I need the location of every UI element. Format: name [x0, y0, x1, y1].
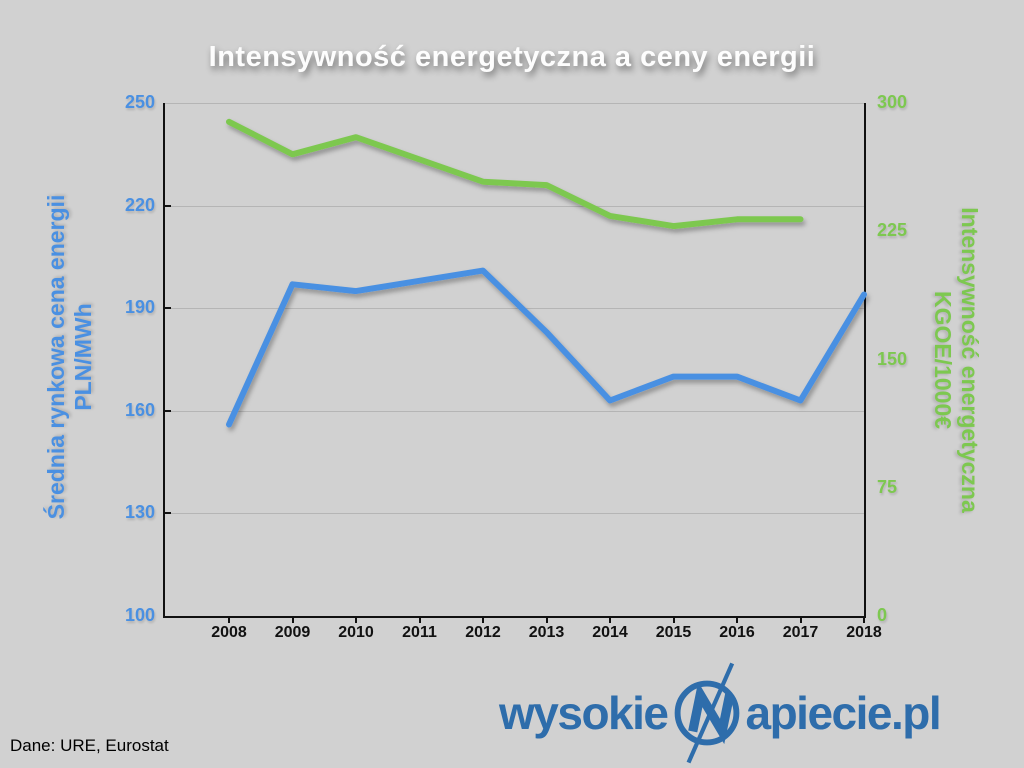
- x-axis-tick-mark: [863, 616, 865, 623]
- left-axis-tick-label: 130: [124, 502, 155, 523]
- right-axis-tick-label: 75: [877, 476, 898, 497]
- right-axis-tick-label: 150: [877, 348, 908, 369]
- x-axis-tick-mark: [291, 616, 294, 623]
- x-axis-year-label: 2009: [274, 624, 311, 641]
- x-axis-tick-mark: [418, 616, 421, 623]
- chart-lines: [226, 118, 867, 428]
- x-axis-tick-mark: [355, 616, 357, 623]
- left-axis-tick-label: 220: [124, 194, 155, 215]
- right-axis-tick-label: 225: [877, 220, 908, 241]
- series-line-energy-intensity: [226, 118, 804, 230]
- x-axis-tick-mark: [672, 616, 675, 623]
- x-axis-year-label: 2015: [655, 624, 692, 641]
- gridline: [165, 410, 864, 412]
- left-axis-tick-label: 250: [124, 92, 155, 112]
- x-axis-tick-mark: [609, 616, 611, 623]
- plot-area: 250 220 190 160 130 100 300 225 150 75 0 2008 2009 20…: [125, 92, 907, 641]
- gridline: [165, 308, 864, 310]
- x-axis-tick-mark: [482, 616, 484, 623]
- gridline: [165, 205, 864, 207]
- x-axis-year-label: 2010: [338, 624, 374, 641]
- x-axis-year-label: 2014: [592, 624, 628, 641]
- left-axis-title-line1: Średnia rynkowa cena energii: [43, 194, 69, 520]
- x-axis-year-label: 2017: [782, 624, 819, 641]
- x-axis-tick-mark: [228, 616, 230, 623]
- logo-lightning-n-icon: [674, 662, 739, 764]
- x-axis-tick-mark: [799, 616, 802, 623]
- gridline: [165, 103, 864, 104]
- left-axis-tick-mark: [165, 204, 171, 207]
- left-axis-title-line2: PLN/MWh: [70, 303, 96, 411]
- left-axis-tick-mark: [165, 512, 171, 515]
- x-axis-year-label: 2016: [719, 624, 755, 641]
- left-axis-tick-label: 190: [124, 297, 155, 318]
- left-axis-title: Średnia rynkowa cena energii PLN/MWh: [43, 195, 97, 520]
- left-axis-tick-label: 160: [124, 399, 155, 420]
- left-axis-tick-label: 100: [124, 605, 155, 625]
- right-axis-title-line1: Intensywność energetyczna: [957, 207, 983, 513]
- right-axis-tick-label: 300: [877, 92, 908, 112]
- x-axis-tick-mark: [545, 616, 548, 623]
- right-axis-tick-label: 0: [877, 605, 888, 625]
- gridline: [165, 513, 864, 515]
- logo-wysokienapiecie: wysokie apiecie.pl: [499, 654, 942, 768]
- source-note: Dane: URE, Eurostat: [10, 736, 169, 755]
- left-axis-tick-mark: [165, 307, 171, 310]
- x-axis-year-label: 2013: [528, 624, 565, 641]
- left-axis-tick-mark: [165, 409, 171, 412]
- x-axis-year-label: 2011: [402, 624, 437, 641]
- right-axis-title: Intensywność energetyczna KGOE/1000€: [929, 207, 983, 513]
- chart-title: Intensywność energetyczna a ceny energii: [208, 41, 816, 73]
- x-axis-tick-mark: [736, 616, 738, 623]
- x-axis-year-label: 2018: [846, 624, 882, 641]
- right-axis-title-line2: KGOE/1000€: [930, 290, 956, 430]
- x-axis-year-label: 2012: [465, 624, 501, 641]
- x-axis-year-label: 2008: [211, 624, 247, 641]
- logo-text-right: apiecie.pl: [745, 687, 942, 739]
- logo-text-left: wysokie: [499, 687, 669, 739]
- series-line-energy-price: [226, 267, 867, 428]
